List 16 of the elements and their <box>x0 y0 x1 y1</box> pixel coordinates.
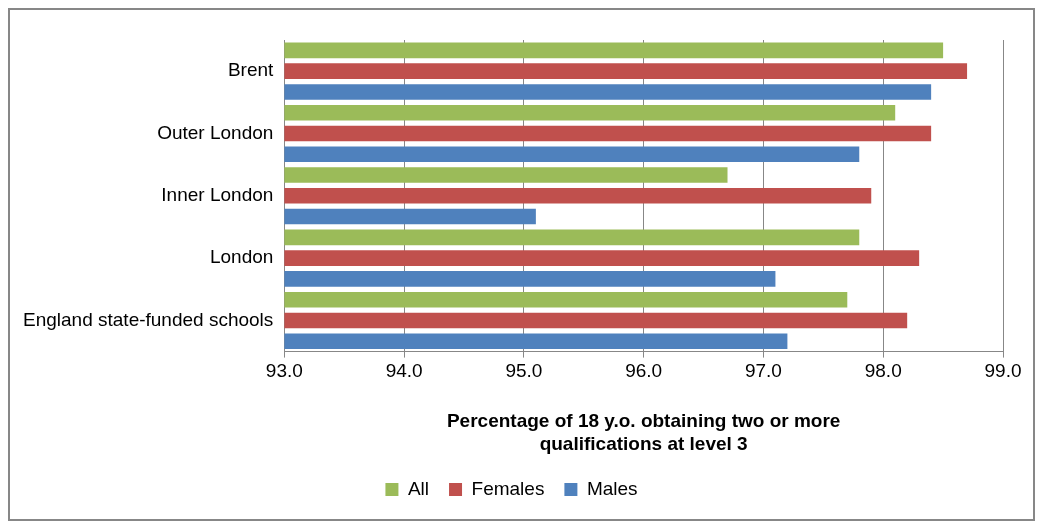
x-tick-label: 97.0 <box>744 360 782 382</box>
legend-label: All <box>407 477 430 499</box>
x-tick-label: 94.0 <box>385 360 423 382</box>
y-tick-label: England state-funded schools <box>23 308 274 330</box>
legend-label: Males <box>586 477 638 499</box>
legend-label: Females <box>471 477 545 499</box>
y-tick-label: London <box>209 246 274 268</box>
x-tick-label: 93.0 <box>265 360 303 382</box>
x-tick-label: 96.0 <box>625 360 663 382</box>
x-tick-label: 99.0 <box>984 360 1022 382</box>
x-tick-label: 98.0 <box>864 360 902 382</box>
y-tick-label: Brent <box>227 59 275 81</box>
y-tick-label: Inner London <box>161 184 274 206</box>
x-axis-title: Percentage of 18 y.o. obtaining two or more qualifications at level 3 <box>446 410 841 454</box>
x-tick-label: 95.0 <box>505 360 543 382</box>
y-tick-label: Outer London <box>157 121 274 143</box>
